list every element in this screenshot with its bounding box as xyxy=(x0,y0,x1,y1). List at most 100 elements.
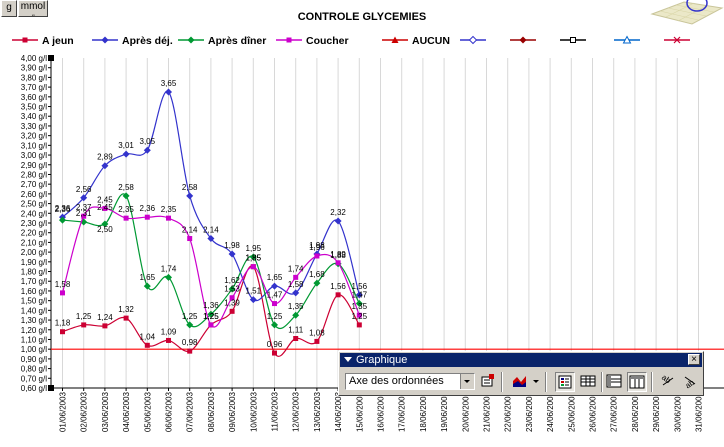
toolbar-titlebar[interactable]: Graphique × xyxy=(340,353,702,367)
legend-button[interactable] xyxy=(555,372,575,392)
angle-text-up-button[interactable]: ab xyxy=(681,372,701,392)
data-label: 1,47 xyxy=(352,291,368,300)
dropdown-arrow-icon[interactable] xyxy=(460,374,474,389)
y-tick-label: 3,40 g/l xyxy=(21,112,47,121)
data-label: 1,04 xyxy=(140,332,156,341)
y-tick-label: 4,00 g/l xyxy=(21,54,47,63)
data-label: 1,98 xyxy=(224,241,240,250)
x-tick-label: 18/06/2003 xyxy=(419,391,428,432)
series-coucher[interactable] xyxy=(60,205,362,328)
x-tick-label: 08/06/2003 xyxy=(207,391,216,432)
data-label: 2,37 xyxy=(76,203,92,212)
y-tick-label: 1,60 g/l xyxy=(21,287,47,296)
legend-label: Après dîner xyxy=(208,35,266,47)
data-label: 1,98 xyxy=(309,241,325,250)
by-column-icon xyxy=(628,373,646,396)
data-point xyxy=(271,321,278,329)
unit-mmol-button[interactable]: mmol /l xyxy=(18,0,48,17)
y-tick-label: 2,00 g/l xyxy=(21,248,47,257)
data-label: 2,31 xyxy=(76,209,92,218)
y-tick-label: 1,20 g/l xyxy=(21,326,47,335)
toolbar-separator xyxy=(545,372,547,392)
data-point xyxy=(229,308,235,314)
data-label: 1,65 xyxy=(267,273,283,282)
legend-item xyxy=(560,37,586,43)
data-point xyxy=(228,250,236,258)
x-tick-label: 19/06/2003 xyxy=(440,391,449,432)
chart-toolbar[interactable]: Graphique × Axe des ordonnées ab ab xyxy=(338,351,704,396)
data-table-button[interactable] xyxy=(579,372,599,392)
y-tick-label: 1,90 g/l xyxy=(21,258,47,267)
data-label: 1,09 xyxy=(161,327,177,336)
y-tick-label: 3,70 g/l xyxy=(21,83,47,92)
x-tick-label: 10/06/2003 xyxy=(249,391,258,432)
legend-item xyxy=(614,35,640,44)
data-label: 1,35 xyxy=(352,302,368,311)
chart-type-icon xyxy=(511,372,529,395)
axis-handle-top[interactable] xyxy=(48,55,54,61)
x-axis: 01/06/2003 02/06/2003 03/06/2003 04/06/2003… xyxy=(59,388,704,432)
y-tick-label: 2,80 g/l xyxy=(21,170,47,179)
series-apr-s-d-j-[interactable] xyxy=(59,88,363,304)
legend-label: Après déj. xyxy=(122,35,173,47)
toolbar-menu-arrow-icon[interactable] xyxy=(344,357,352,362)
y-tick-label: 2,70 g/l xyxy=(21,180,47,189)
chart-objects-value: Axe des ordonnées xyxy=(349,375,444,387)
legend-item xyxy=(460,35,486,45)
data-point xyxy=(292,289,300,297)
legend-marker xyxy=(468,35,478,45)
data-label: 2,89 xyxy=(97,153,113,162)
chart-type-dropdown-icon[interactable] xyxy=(533,380,539,383)
data-point xyxy=(228,285,236,293)
data-label: 1,74 xyxy=(288,264,304,273)
data-label: 1,56 xyxy=(352,282,368,291)
data-point xyxy=(271,282,278,290)
axis-handle-bottom[interactable] xyxy=(48,385,54,391)
x-tick-label: 01/06/2003 xyxy=(59,391,68,432)
series-apr-s-d-ner[interactable] xyxy=(59,192,363,330)
data-label: 1,58 xyxy=(55,280,71,289)
x-tick-label: 02/06/2003 xyxy=(80,391,89,432)
data-point xyxy=(249,253,257,261)
chart-type-button[interactable] xyxy=(511,372,539,395)
toolbar-title: Graphique xyxy=(356,354,408,366)
data-point xyxy=(81,213,87,219)
data-point xyxy=(356,322,362,328)
y-tick-label: 1,10 g/l xyxy=(21,335,47,344)
data-label: 0,98 xyxy=(182,338,198,347)
data-point xyxy=(81,322,87,328)
data-point xyxy=(143,282,151,290)
x-tick-label: 17/06/2003 xyxy=(398,391,407,432)
y-tick-label: 1,70 g/l xyxy=(21,277,47,286)
y-tick-label: 0,80 g/l xyxy=(21,365,47,374)
unit-g-button[interactable]: g xyxy=(1,0,17,17)
legend-marker xyxy=(673,36,681,44)
data-label: 1,51 xyxy=(246,287,262,296)
data-point xyxy=(144,214,150,220)
chart-objects-select[interactable]: Axe des ordonnées xyxy=(345,373,475,390)
y-tick-label: 1,40 g/l xyxy=(21,306,47,315)
toolbar-close-button[interactable]: × xyxy=(688,354,700,365)
x-tick-label: 30/06/2003 xyxy=(673,391,682,432)
data-point xyxy=(102,205,108,211)
y-tick-label: 0,60 g/l xyxy=(21,384,47,393)
data-label: 0,96 xyxy=(267,340,283,349)
y-tick-label: 3,10 g/l xyxy=(21,141,47,150)
data-label: 1,74 xyxy=(161,264,177,273)
angle-text-down-button[interactable]: ab xyxy=(659,372,679,392)
by-row-button[interactable] xyxy=(605,372,625,392)
data-point xyxy=(355,291,363,299)
legend-marker xyxy=(391,36,399,43)
data-label: 2,50 xyxy=(97,225,113,234)
by-column-button[interactable] xyxy=(627,372,647,392)
legend-marker xyxy=(519,36,527,44)
x-tick-label: 03/06/2003 xyxy=(101,391,110,432)
data-point xyxy=(249,296,257,304)
data-point xyxy=(313,279,321,287)
data-point xyxy=(335,260,341,266)
data-point xyxy=(292,311,300,319)
format-axis-button[interactable] xyxy=(479,372,499,392)
data-label: 1,95 xyxy=(246,244,262,253)
y-tick-label: 2,20 g/l xyxy=(21,229,47,238)
